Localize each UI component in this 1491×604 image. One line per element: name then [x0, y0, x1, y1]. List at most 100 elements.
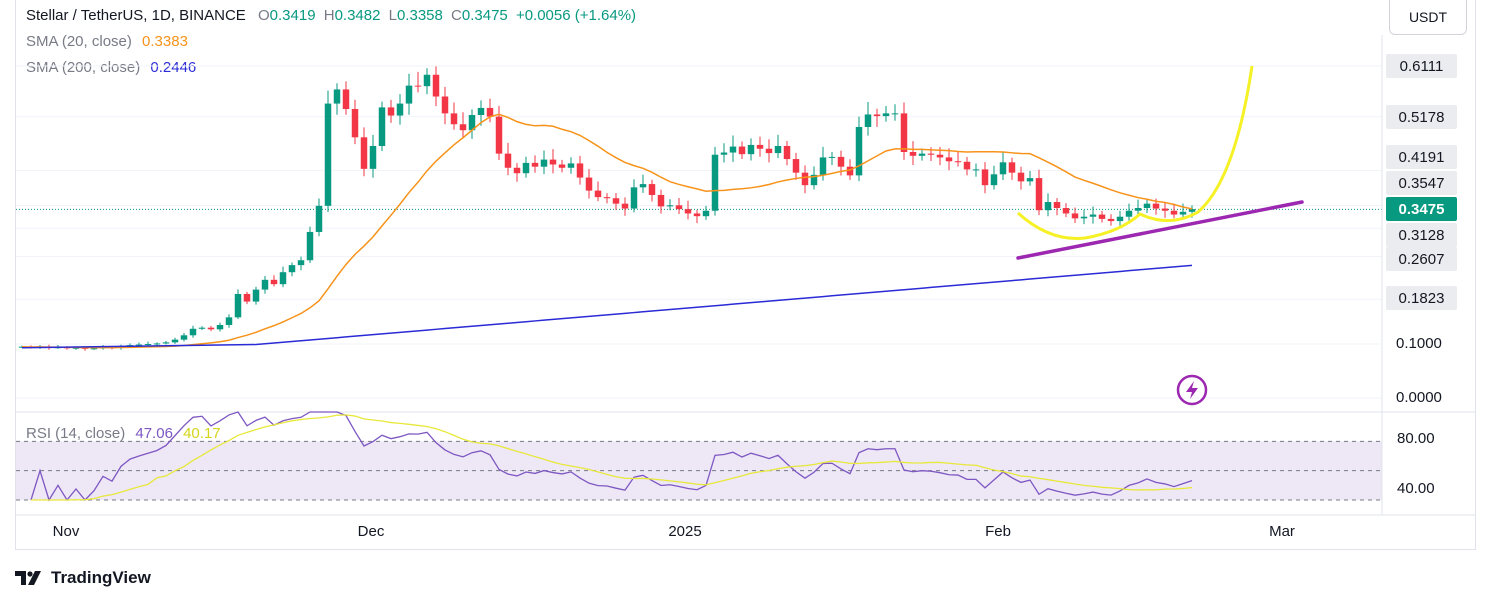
candle-body: [693, 213, 701, 217]
rsi-legend: RSI (14, close) 47.06 40.17: [26, 425, 221, 442]
candle-body: [423, 74, 431, 87]
candle-body: [1170, 210, 1178, 215]
candle-body: [1035, 178, 1043, 211]
sma200-value: 0.2446: [150, 59, 197, 76]
candle-body: [1143, 203, 1151, 209]
candle-body: [558, 164, 566, 168]
candle-body: [1044, 202, 1052, 211]
candle-body: [864, 114, 872, 127]
candle-body: [549, 159, 557, 165]
sma20-value: 0.3383: [142, 33, 188, 50]
candle-body: [711, 154, 719, 211]
sma200-legend: SMA (200, close) 0.2446: [26, 59, 196, 77]
candle-body: [1017, 172, 1025, 182]
candle-body: [846, 166, 854, 176]
sma20-legend: SMA (20, close) 0.3383: [26, 33, 188, 51]
candle-body: [702, 210, 710, 217]
candle-body: [963, 161, 971, 170]
high-label: H: [323, 7, 335, 24]
candle-body: [630, 187, 638, 209]
candle-body: [882, 113, 890, 117]
candle-body: [792, 159, 800, 173]
candle-body: [576, 163, 584, 178]
candle-body: [738, 146, 746, 155]
candle-body: [810, 174, 818, 186]
candle-body: [369, 146, 377, 169]
candle-body: [945, 157, 953, 162]
candle-body: [540, 159, 548, 167]
candle-body: [1152, 203, 1160, 209]
candle-body: [1116, 216, 1124, 222]
candle-body: [603, 197, 611, 199]
x-label-2025: 2025: [668, 523, 702, 540]
projection-curve: [1016, 65, 1254, 240]
candle-body: [72, 347, 80, 349]
rsi-label: RSI (14, close): [26, 425, 126, 442]
currency-unit-button[interactable]: USDT: [1389, 0, 1467, 35]
candle-body: [1125, 210, 1133, 217]
candle-body: [342, 89, 350, 110]
candle-body: [720, 152, 728, 155]
candle-body: [135, 344, 143, 346]
candle-body: [351, 109, 359, 138]
candle-body: [405, 85, 413, 104]
candle-body: [1134, 208, 1142, 211]
candle-body: [450, 113, 458, 125]
tradingview-brand[interactable]: TradingView: [15, 568, 151, 588]
candle-body: [1188, 209, 1196, 212]
candle-body: [513, 167, 521, 174]
candle-body: [252, 289, 260, 302]
candle-body: [783, 146, 791, 160]
candle-body: [225, 317, 233, 325]
x-label-dec: Dec: [357, 523, 385, 540]
candle-body: [648, 184, 656, 195]
price-tag-6: 0.2607: [1386, 247, 1457, 271]
low-label: L: [388, 7, 397, 24]
candle-body: [144, 344, 152, 345]
candle-body: [918, 153, 926, 156]
x-label-mar: Mar: [1269, 523, 1295, 540]
candle-body: [855, 126, 863, 176]
candle-body: [360, 137, 368, 169]
candle-body: [414, 85, 422, 87]
candle-body: [522, 162, 530, 174]
candle-body: [666, 205, 674, 207]
candle-body: [477, 107, 485, 116]
candle-body: [954, 161, 962, 163]
candle-body: [234, 293, 242, 318]
candle-body: [495, 116, 503, 154]
candle-body: [306, 231, 314, 261]
candle-body: [459, 124, 467, 131]
candle-body: [1080, 216, 1088, 219]
candle-body: [288, 265, 296, 273]
candle-body: [1098, 214, 1106, 219]
sma200-line: [21, 264, 1193, 349]
price-tag-3: 0.3547: [1386, 171, 1457, 195]
candle-body: [315, 205, 323, 232]
candle-body: [936, 154, 944, 158]
indicator-flash-icon[interactable]: [1175, 373, 1209, 407]
price-tag-current: 0.3475: [1386, 197, 1457, 221]
rsi-axis-80: 80.00: [1397, 430, 1435, 447]
candle-body: [387, 107, 395, 116]
price-tag-1: 0.5178: [1386, 105, 1457, 129]
candle-body: [216, 324, 224, 330]
x-label-feb: Feb: [985, 523, 1011, 540]
candle-body: [1161, 208, 1169, 211]
candle-body: [612, 198, 620, 204]
candle-body: [981, 169, 989, 186]
candle-body: [270, 279, 278, 285]
high-value: 0.3482: [334, 7, 381, 24]
support-trendline: [1016, 200, 1304, 260]
candle-body: [801, 172, 809, 186]
rsi-line: [30, 411, 1193, 502]
x-label-nov: Nov: [52, 523, 80, 540]
candle-body: [468, 115, 476, 131]
low-value: 0.3358: [396, 7, 443, 24]
candle-body: [432, 74, 440, 97]
candle-body: [999, 162, 1007, 175]
rsi-value: 47.06: [135, 425, 173, 442]
candle-body: [774, 146, 782, 154]
candle-body: [243, 293, 251, 302]
